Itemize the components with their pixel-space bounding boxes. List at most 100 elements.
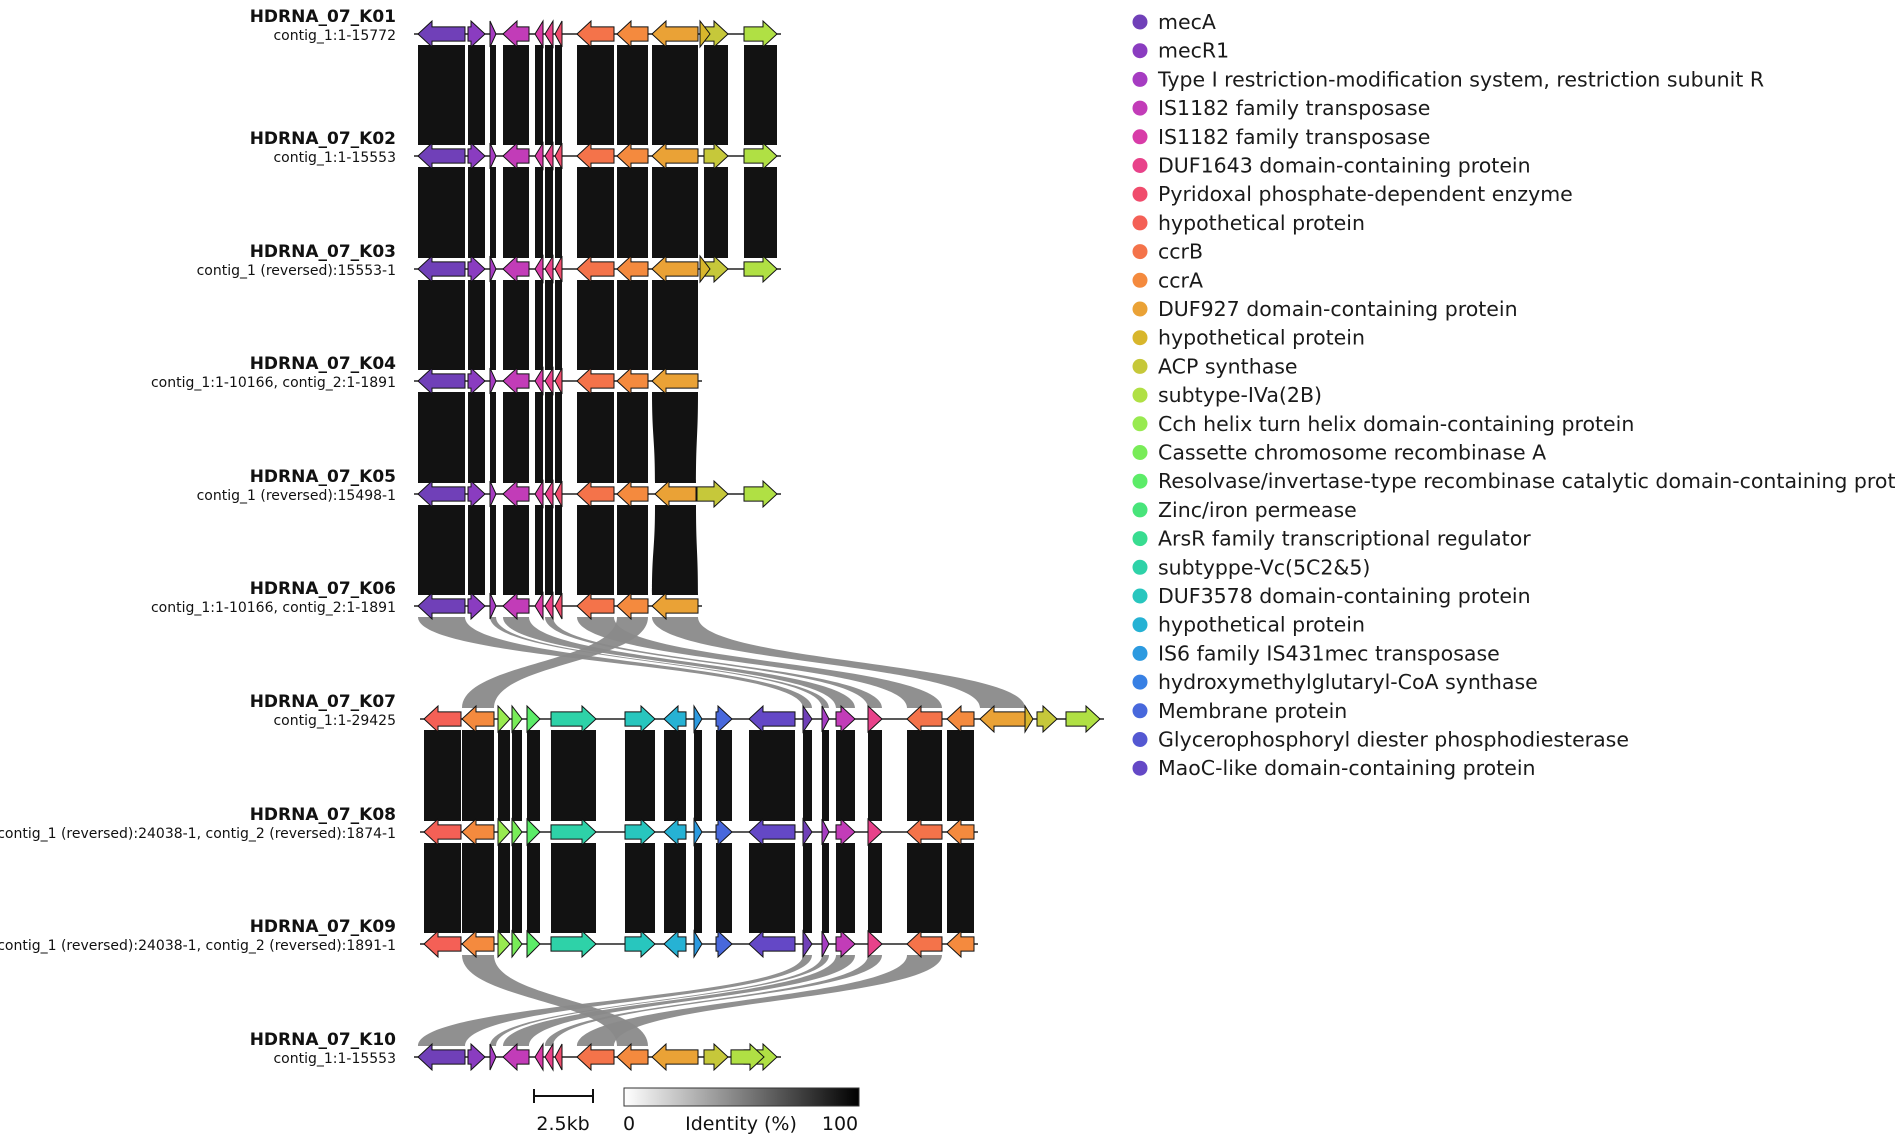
identity-link	[535, 392, 543, 483]
gene-arrow	[802, 929, 813, 959]
colorbar-max-label: 100	[822, 1113, 858, 1135]
identity-link	[545, 280, 553, 370]
gene-arrow	[417, 479, 466, 509]
gene-arrow	[461, 929, 495, 959]
gene-arrow	[979, 704, 1026, 734]
gene-arrow	[489, 367, 497, 395]
gene-arrow	[554, 367, 563, 395]
identity-link	[617, 167, 648, 258]
identity-link	[577, 617, 942, 708]
identity-link	[545, 45, 553, 145]
gene-arrow	[802, 704, 813, 734]
identity-link	[744, 45, 777, 145]
identity-link	[503, 45, 529, 145]
gene-arrow	[502, 1042, 530, 1072]
identity-link	[545, 392, 553, 483]
track-coordinates: contig_1:1-15553	[273, 1051, 396, 1067]
identity-link	[418, 955, 812, 1046]
gene-arrow	[489, 480, 497, 508]
gene-arrow	[489, 255, 497, 283]
gene-arrow	[651, 19, 699, 49]
gene-arrow	[802, 817, 813, 847]
gene-arrow	[417, 254, 466, 284]
gene-arrow	[489, 20, 497, 48]
legend-label: Cassette chromosome recombinase A	[1158, 441, 1546, 465]
gene-arrow	[526, 929, 541, 959]
identity-link	[424, 730, 461, 821]
legend-label: Zinc/iron permease	[1158, 498, 1357, 522]
identity-link	[503, 167, 529, 258]
identity-link	[468, 280, 485, 370]
track-name: HDRNA_07_K01	[250, 7, 396, 27]
gene-arrow	[511, 817, 523, 847]
gene-arrow	[906, 704, 943, 734]
colorbar-title: Identity (%)	[685, 1113, 797, 1135]
identity-link	[535, 280, 543, 370]
gene-arrow	[616, 591, 649, 621]
legend-label: DUF927 domain-containing protein	[1158, 297, 1518, 321]
legend-label: MaoC-like domain-containing protein	[1158, 756, 1536, 780]
identity-link	[462, 730, 494, 821]
legend-swatch	[1132, 186, 1148, 202]
gene-arrow	[502, 254, 530, 284]
gene-arrow	[693, 929, 703, 959]
gene-arrow	[616, 1042, 649, 1072]
gene-arrow	[663, 817, 687, 847]
identity-link	[498, 843, 510, 933]
gene-arrow	[550, 704, 597, 734]
gene-arrow	[821, 818, 830, 846]
gene-arrow	[467, 19, 486, 49]
gene-arrow	[576, 591, 615, 621]
gene-arrow	[748, 704, 796, 734]
gene-arrow	[651, 1042, 699, 1072]
identity-link	[625, 730, 655, 821]
gene-arrow	[743, 479, 778, 509]
track-coordinates: contig_1 (reversed):24038-1, contig_2 (r…	[0, 826, 396, 842]
identity-link	[503, 617, 855, 708]
gene-arrow	[544, 366, 554, 396]
gene-arrow	[715, 817, 733, 847]
gene-arrow	[576, 254, 615, 284]
identity-link	[512, 843, 522, 933]
identity-link	[462, 955, 648, 1046]
gene-arrow	[651, 591, 699, 621]
gene-arrow	[502, 19, 530, 49]
identity-link	[555, 505, 562, 595]
gene-arrow	[748, 817, 796, 847]
legend-swatch	[1132, 301, 1148, 317]
legend-swatch	[1132, 100, 1148, 116]
legend-swatch	[1132, 129, 1148, 145]
gene-arrow	[417, 1042, 466, 1072]
legend-label: DUF3578 domain-containing protein	[1158, 584, 1531, 608]
legend-label: hypothetical protein	[1158, 326, 1365, 350]
identity-link	[868, 843, 882, 933]
legend-label: hydroxymethylglutaryl-CoA synthase	[1158, 670, 1538, 694]
identity-link	[907, 843, 942, 933]
identity-link	[947, 730, 974, 821]
legend-swatch	[1132, 531, 1148, 547]
identity-link	[716, 843, 732, 933]
legend-label: IS1182 family transposase	[1158, 96, 1430, 120]
identity-link	[577, 280, 614, 370]
identity-link	[694, 730, 702, 821]
gene-arrow	[502, 479, 530, 509]
gene-arrow	[526, 817, 541, 847]
gene-arrow	[467, 479, 486, 509]
gene-arrow	[461, 704, 495, 734]
legend-label: Resolvase/invertase-type recombinase cat…	[1158, 469, 1895, 493]
scale-bar-label: 2.5kb	[536, 1113, 589, 1135]
identity-link	[490, 617, 829, 708]
legend-swatch	[1132, 588, 1148, 604]
gene-arrow	[534, 479, 544, 509]
gene-arrow	[616, 254, 649, 284]
identity-link	[652, 505, 698, 595]
identity-colorbar: 0 Identity (%) 100	[623, 1087, 860, 1135]
identity-link	[803, 730, 812, 821]
legend-label: ccrA	[1158, 268, 1203, 292]
identity-link	[947, 843, 974, 933]
gene-arrow	[693, 704, 703, 734]
gene-arrow	[1065, 704, 1101, 734]
gene-arrow	[616, 19, 649, 49]
gene-arrow	[417, 366, 466, 396]
